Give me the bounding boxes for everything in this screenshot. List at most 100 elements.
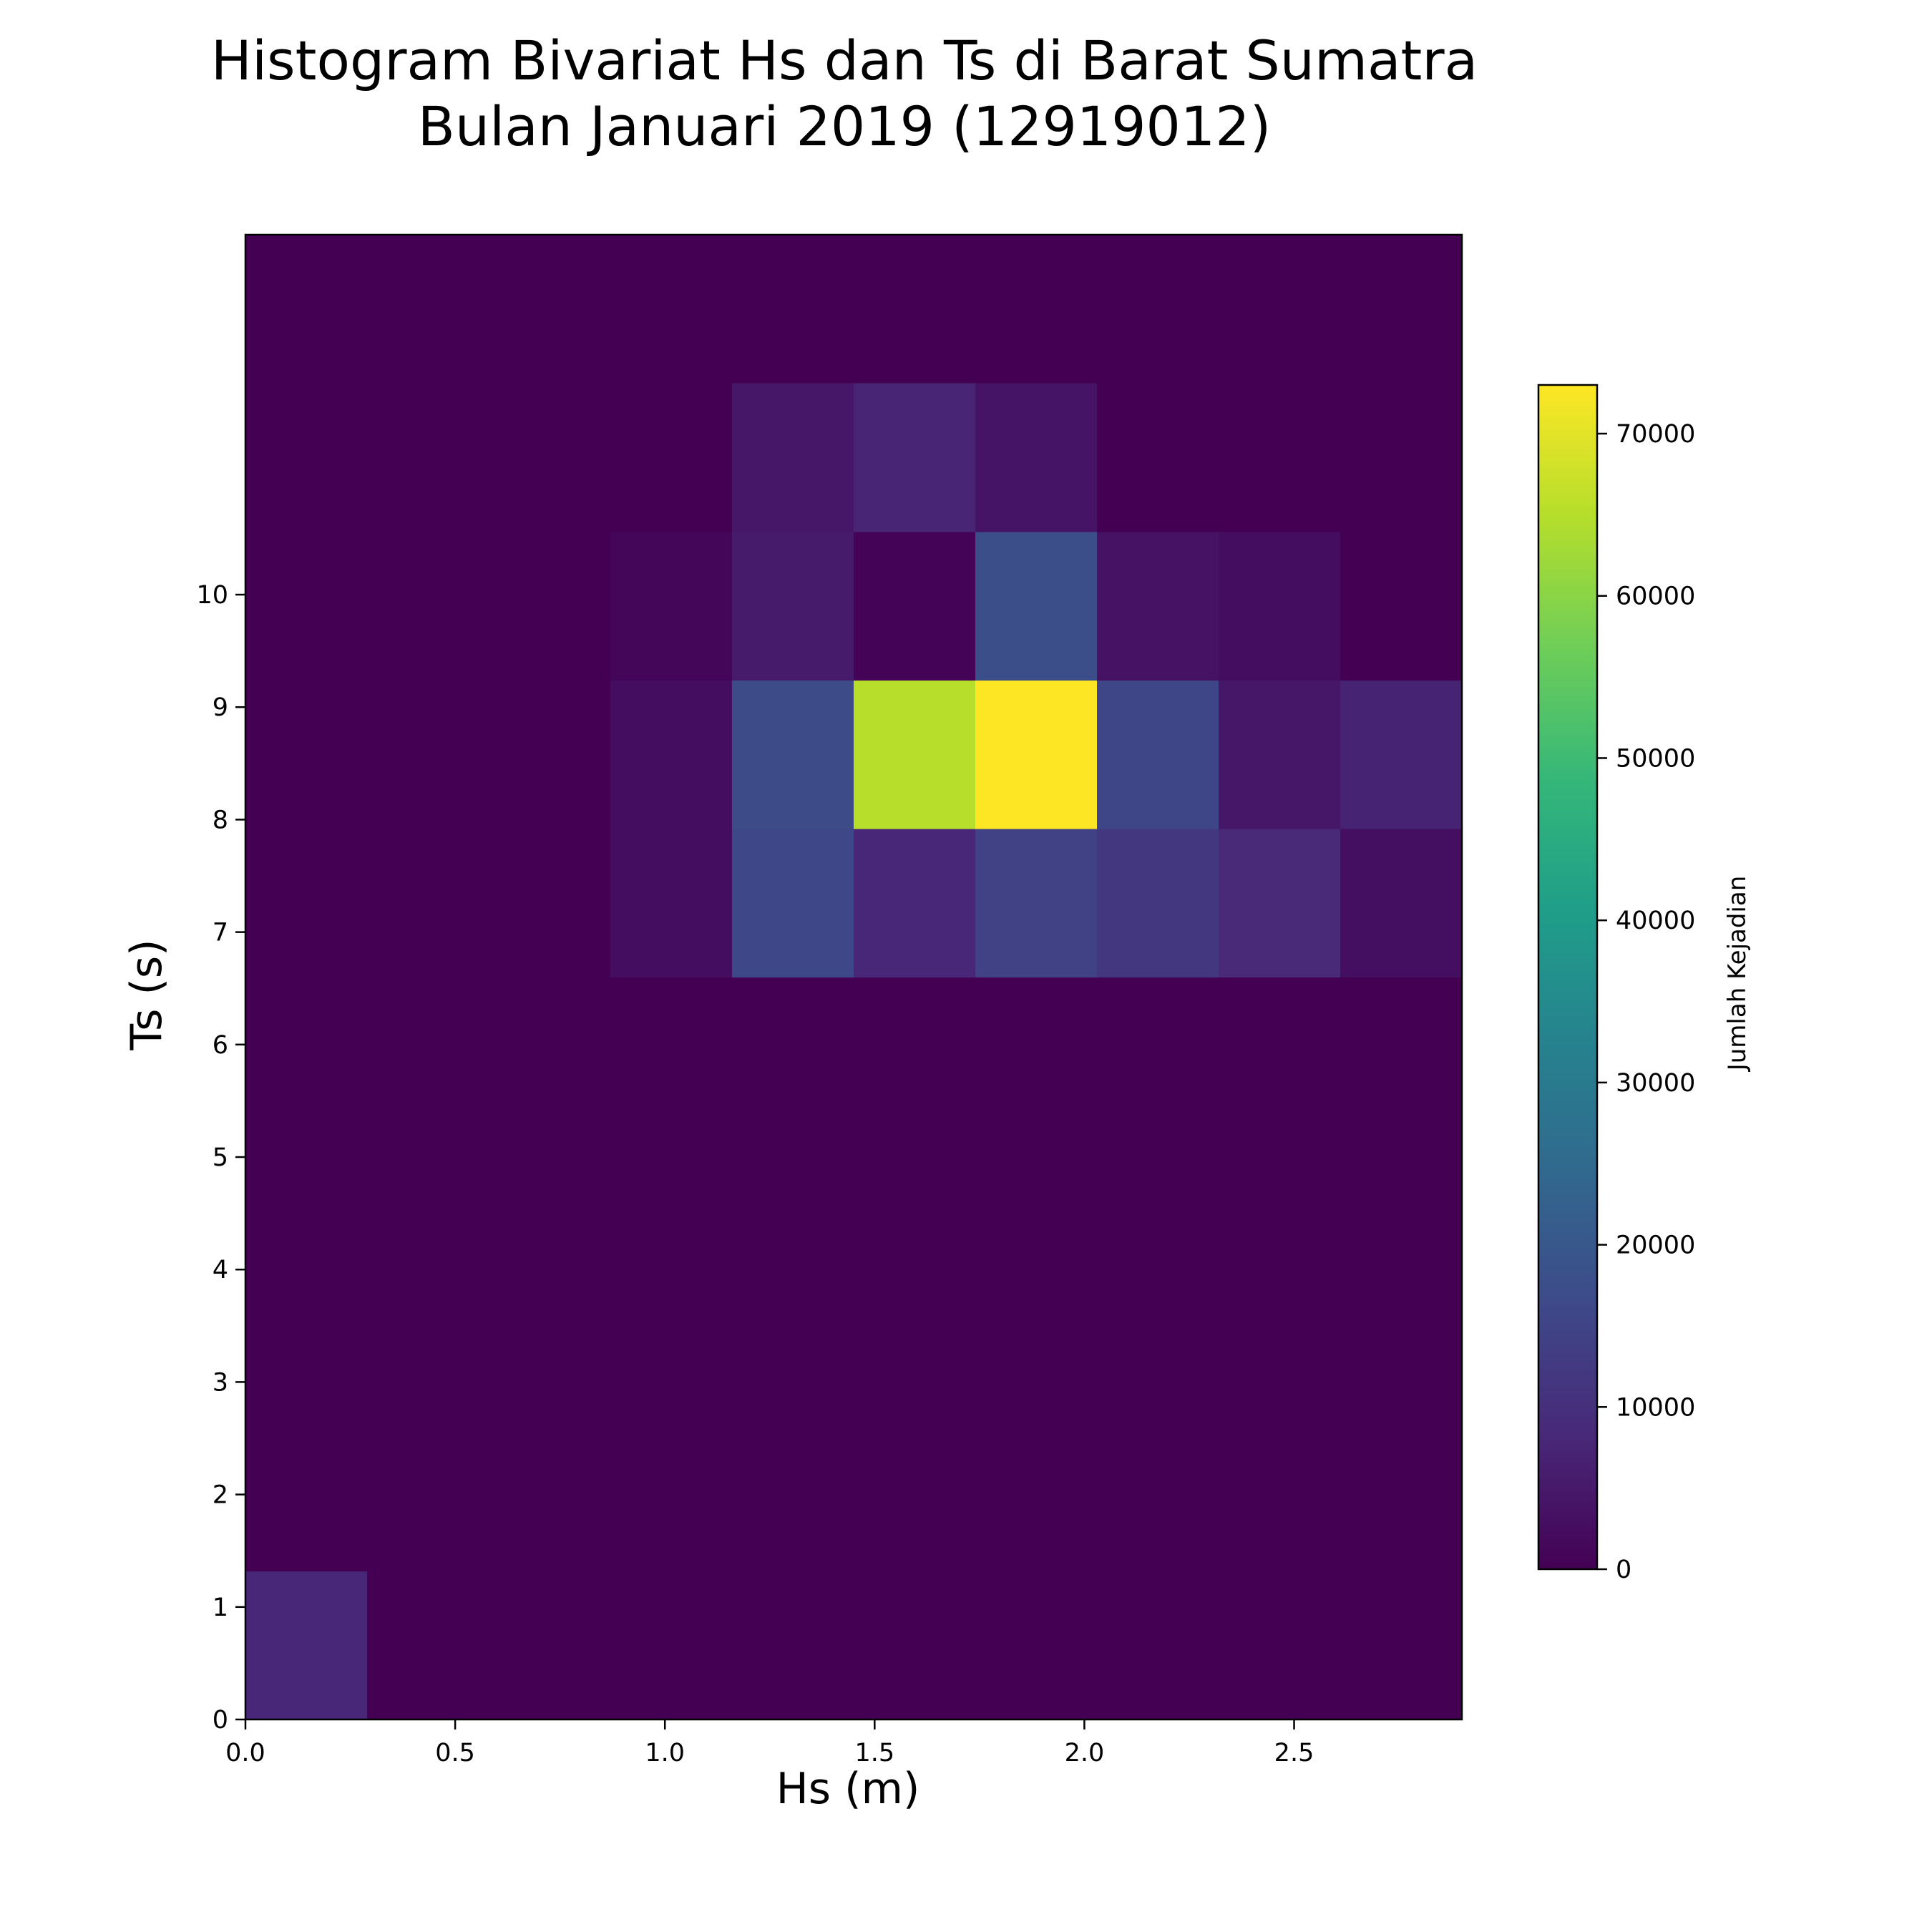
heatmap-cell [975, 1126, 1098, 1275]
colorbar-tick-label: 20000 [1616, 1231, 1695, 1260]
heatmap-cell [245, 1126, 368, 1275]
heatmap-cell [489, 977, 611, 1126]
heatmap-cell [245, 680, 368, 829]
colorbar [1537, 384, 1599, 1571]
y-tick-label: 9 [213, 693, 228, 722]
colorbar-tick-label: 0 [1616, 1556, 1631, 1584]
heatmap-cell [854, 977, 976, 1126]
heatmap-cell [1219, 1571, 1341, 1720]
heatmap-cell [1219, 1423, 1341, 1572]
heatmap-cell [489, 383, 611, 532]
heatmap-cell [367, 1423, 489, 1572]
heatmap-cell [1340, 1126, 1463, 1275]
heatmap-cell [489, 1274, 611, 1423]
y-tick-label: 4 [213, 1256, 228, 1284]
y-axis-label: Ts (s) [122, 939, 172, 1050]
x-tick-label: 2.5 [1274, 1739, 1314, 1767]
heatmap-cell [367, 829, 489, 978]
heatmap-cell [854, 829, 976, 978]
heatmap-cell [1097, 680, 1219, 829]
heatmap-cell [732, 532, 854, 681]
heatmap-cell [367, 977, 489, 1126]
heatmap-cell [610, 532, 733, 681]
heatmap-cell [732, 383, 854, 532]
heatmap-cell [367, 1274, 489, 1423]
heatmap-cell [975, 977, 1098, 1126]
x-tick-label: 1.0 [645, 1739, 685, 1767]
colorbar-tick-label: 40000 [1616, 907, 1695, 935]
heatmap-cell [610, 1126, 733, 1275]
heatmap-cell [854, 1571, 976, 1720]
heatmap-cell [1097, 1423, 1219, 1572]
heatmap-cell [610, 680, 733, 829]
heatmap-cell [854, 680, 976, 829]
heatmap-cell [1097, 532, 1219, 681]
heatmap-cell [1097, 1126, 1219, 1275]
heatmap-cell [610, 1571, 733, 1720]
x-tick-label: 0.5 [435, 1739, 475, 1767]
heatmap-cell [1097, 1274, 1219, 1423]
heatmap-cells [245, 235, 1463, 1720]
x-axis-ticks: 0.0 0.5 1.0 1.5 2.0 2.5 [225, 1719, 1314, 1767]
colorbar-tick-label: 10000 [1616, 1393, 1695, 1422]
heatmap-cell [610, 383, 733, 532]
colorbar-tick-label: 70000 [1616, 420, 1695, 449]
heatmap-cell [854, 532, 976, 681]
heatmap-cell [245, 829, 368, 978]
heatmap-cell [367, 1126, 489, 1275]
heatmap-cell [1097, 829, 1219, 978]
x-tick-label: 2.0 [1065, 1739, 1105, 1767]
heatmap-cell [975, 1274, 1098, 1423]
x-tick-label: 1.5 [854, 1739, 894, 1767]
heatmap-cell [854, 1423, 976, 1572]
heatmap-cell [489, 680, 611, 829]
y-tick-label: 6 [213, 1031, 228, 1060]
heatmap-cell [489, 1126, 611, 1275]
heatmap-cell [1340, 383, 1463, 532]
heatmap-cell [610, 1423, 733, 1572]
heatmap-cell [367, 383, 489, 532]
x-axis-label: Hs (m) [776, 1764, 920, 1814]
heatmap-cell [1340, 829, 1463, 978]
heatmap-cell [245, 532, 368, 681]
heatmap-cell [1097, 1571, 1219, 1720]
y-tick-label: 0 [213, 1706, 228, 1735]
heatmap-cell [1219, 680, 1341, 829]
chart-title-line-2: Bulan Januari 2019 (12919012) [417, 94, 1272, 158]
heatmap-cell [1340, 532, 1463, 681]
heatmap-cell [975, 829, 1098, 978]
x-tick-label: 0.0 [225, 1739, 265, 1767]
heatmap-cell [489, 532, 611, 681]
heatmap-cell [610, 977, 733, 1126]
heatmap-cell [610, 1274, 733, 1423]
chart-title-line-1: Histogram Bivariat Hs dan Ts di Barat Su… [210, 29, 1478, 92]
heatmap-cell [245, 977, 368, 1126]
colorbar-tick-label: 50000 [1616, 744, 1695, 773]
heatmap-cell [854, 1274, 976, 1423]
plot-frame [244, 233, 1463, 1721]
heatmap-cell [732, 829, 854, 978]
heatmap-cell [1219, 1126, 1341, 1275]
heatmap-cell [732, 680, 854, 829]
colorbar-tick-label: 60000 [1616, 582, 1695, 611]
y-tick-label: 3 [213, 1368, 228, 1397]
heatmap-cell [975, 383, 1098, 532]
colorbar-label: Jumlah Kejadian [1723, 875, 1752, 1071]
heatmap-cell [1340, 1423, 1463, 1572]
heatmap-cell [245, 1274, 368, 1423]
heatmap-cell [367, 680, 489, 829]
heatmap-cell [489, 1423, 611, 1572]
heatmap-cell [1340, 1571, 1463, 1720]
heatmap-cell [1219, 829, 1341, 978]
y-tick-label: 10 [196, 581, 228, 610]
heatmap-cell [1340, 977, 1463, 1126]
heatmap-cell [245, 1423, 368, 1572]
heatmap-cell [975, 1423, 1098, 1572]
heatmap-cell [245, 1571, 368, 1720]
y-tick-label: 1 [213, 1594, 228, 1622]
colorbar-ticks: 0 10000 20000 30000 40000 50000 60000 70000 [1597, 420, 1695, 1584]
heatmap-cell [245, 383, 368, 532]
heatmap-cell [854, 1126, 976, 1275]
heatmap-cell [975, 680, 1098, 829]
